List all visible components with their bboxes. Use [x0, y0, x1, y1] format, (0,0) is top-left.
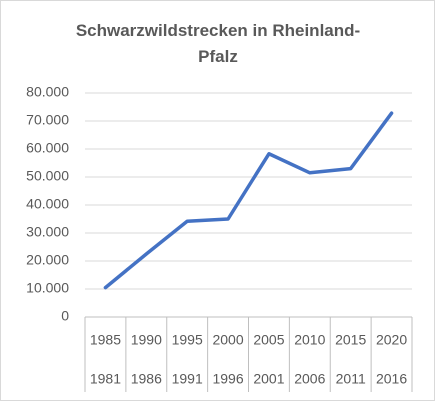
x-tick-label: 1990 — [131, 332, 162, 348]
x-group-label: 2016 — [376, 371, 407, 387]
y-tick-label: 60.000 — [26, 140, 69, 156]
x-group-label: 1996 — [212, 371, 243, 387]
x-group-label: 1986 — [131, 371, 162, 387]
x-group-label: 1981 — [90, 371, 121, 387]
x-tick-label: 2000 — [212, 332, 243, 348]
x-group-label: 2006 — [294, 371, 325, 387]
x-tick-label: 2015 — [335, 332, 366, 348]
x-group-label: 2011 — [336, 371, 366, 387]
x-group-label: 1991 — [172, 371, 203, 387]
y-tick-label: 80.000 — [26, 84, 69, 100]
y-tick-label: 50.000 — [26, 168, 69, 184]
y-tick-label: 0 — [61, 308, 69, 324]
x-tick-label: 1995 — [172, 332, 203, 348]
y-tick-label: 20.000 — [26, 252, 69, 268]
data-line — [103, 111, 394, 290]
x-tick-label: 2005 — [253, 332, 284, 348]
x-tick-label: 2020 — [376, 332, 407, 348]
chart-title: Schwarzwildstrecken in Rheinland-Pfalz — [75, 21, 361, 66]
x-group-label: 2001 — [253, 371, 284, 387]
y-tick-label: 70.000 — [26, 112, 69, 128]
x-tick-label: 2010 — [294, 332, 325, 348]
y-tick-label: 30.000 — [26, 224, 69, 240]
x-tick-label: 1985 — [90, 332, 121, 348]
y-tick-label: 40.000 — [26, 196, 69, 212]
y-tick-label: 10.000 — [26, 280, 69, 296]
